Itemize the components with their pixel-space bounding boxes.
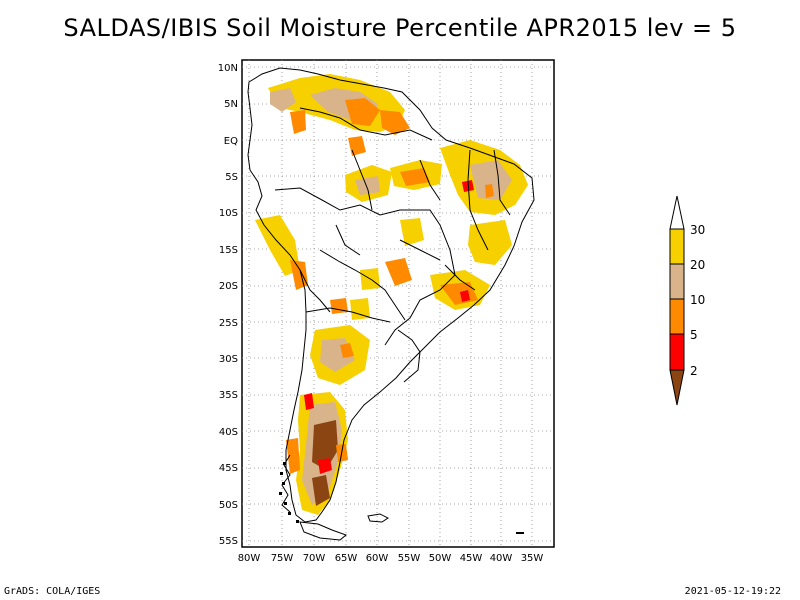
map-title: SALDAS/IBIS Soil Moisture Percentile APR… [63, 14, 737, 42]
colorbar-top-arrow [669, 195, 685, 230]
lon-label: 65W [335, 553, 358, 564]
colorbar-labels: 30 20 10 5 2 [690, 223, 705, 378]
footer-credit: GrADS: COLA/IGES [4, 586, 101, 597]
chile-islands [279, 462, 524, 534]
lon-label: 45W [460, 553, 483, 564]
colorbar-band-10-5 [669, 298, 685, 335]
lat-label: 25S [219, 318, 238, 329]
lat-label: 15S [219, 245, 238, 256]
colorbar-band-30-20 [669, 228, 685, 265]
colorbar-band-20-10 [669, 263, 685, 300]
lon-label: 70W [303, 553, 326, 564]
lon-label: 55W [398, 553, 421, 564]
lat-label: 5N [224, 99, 238, 110]
lat-label: 40S [219, 427, 238, 438]
colorbar-label: 2 [690, 364, 698, 378]
lat-label: 5S [225, 172, 238, 183]
latitude-labels: 10N 5N EQ 5S 10S 15S 20S 25S 30S 35S 40S… [218, 63, 238, 547]
lat-label: 55S [219, 536, 238, 547]
coastlines-and-borders [247, 67, 535, 541]
lon-label: 60W [366, 553, 389, 564]
lat-label: 30S [219, 354, 238, 365]
longitude-labels: 80W 75W 70W 65W 60W 55W 50W 45W 40W 35W [238, 553, 544, 564]
lon-label: 80W [238, 553, 261, 564]
colorbar-label: 20 [690, 258, 705, 272]
lat-label: 10N [218, 63, 238, 74]
lat-label: 35S [219, 390, 238, 401]
colorbar-bottom-arrow [669, 369, 685, 406]
lat-label: EQ [224, 136, 238, 147]
colorbar-band-5-2 [669, 333, 685, 371]
lon-label: 35W [521, 553, 544, 564]
lat-label: 45S [219, 463, 238, 474]
lat-label: 50S [219, 500, 238, 511]
colorbar [669, 195, 685, 406]
colorbar-label: 30 [690, 223, 705, 237]
lon-label: 40W [490, 553, 513, 564]
footer-timestamp: 2021-05-12-19:22 [684, 586, 781, 597]
lon-label: 75W [271, 553, 294, 564]
colorbar-label: 10 [690, 293, 705, 307]
colorbar-label: 5 [690, 328, 698, 342]
lat-label: 10S [219, 208, 238, 219]
soil-moisture-shading [255, 74, 528, 515]
lon-label: 50W [429, 553, 452, 564]
lat-label: 20S [219, 281, 238, 292]
